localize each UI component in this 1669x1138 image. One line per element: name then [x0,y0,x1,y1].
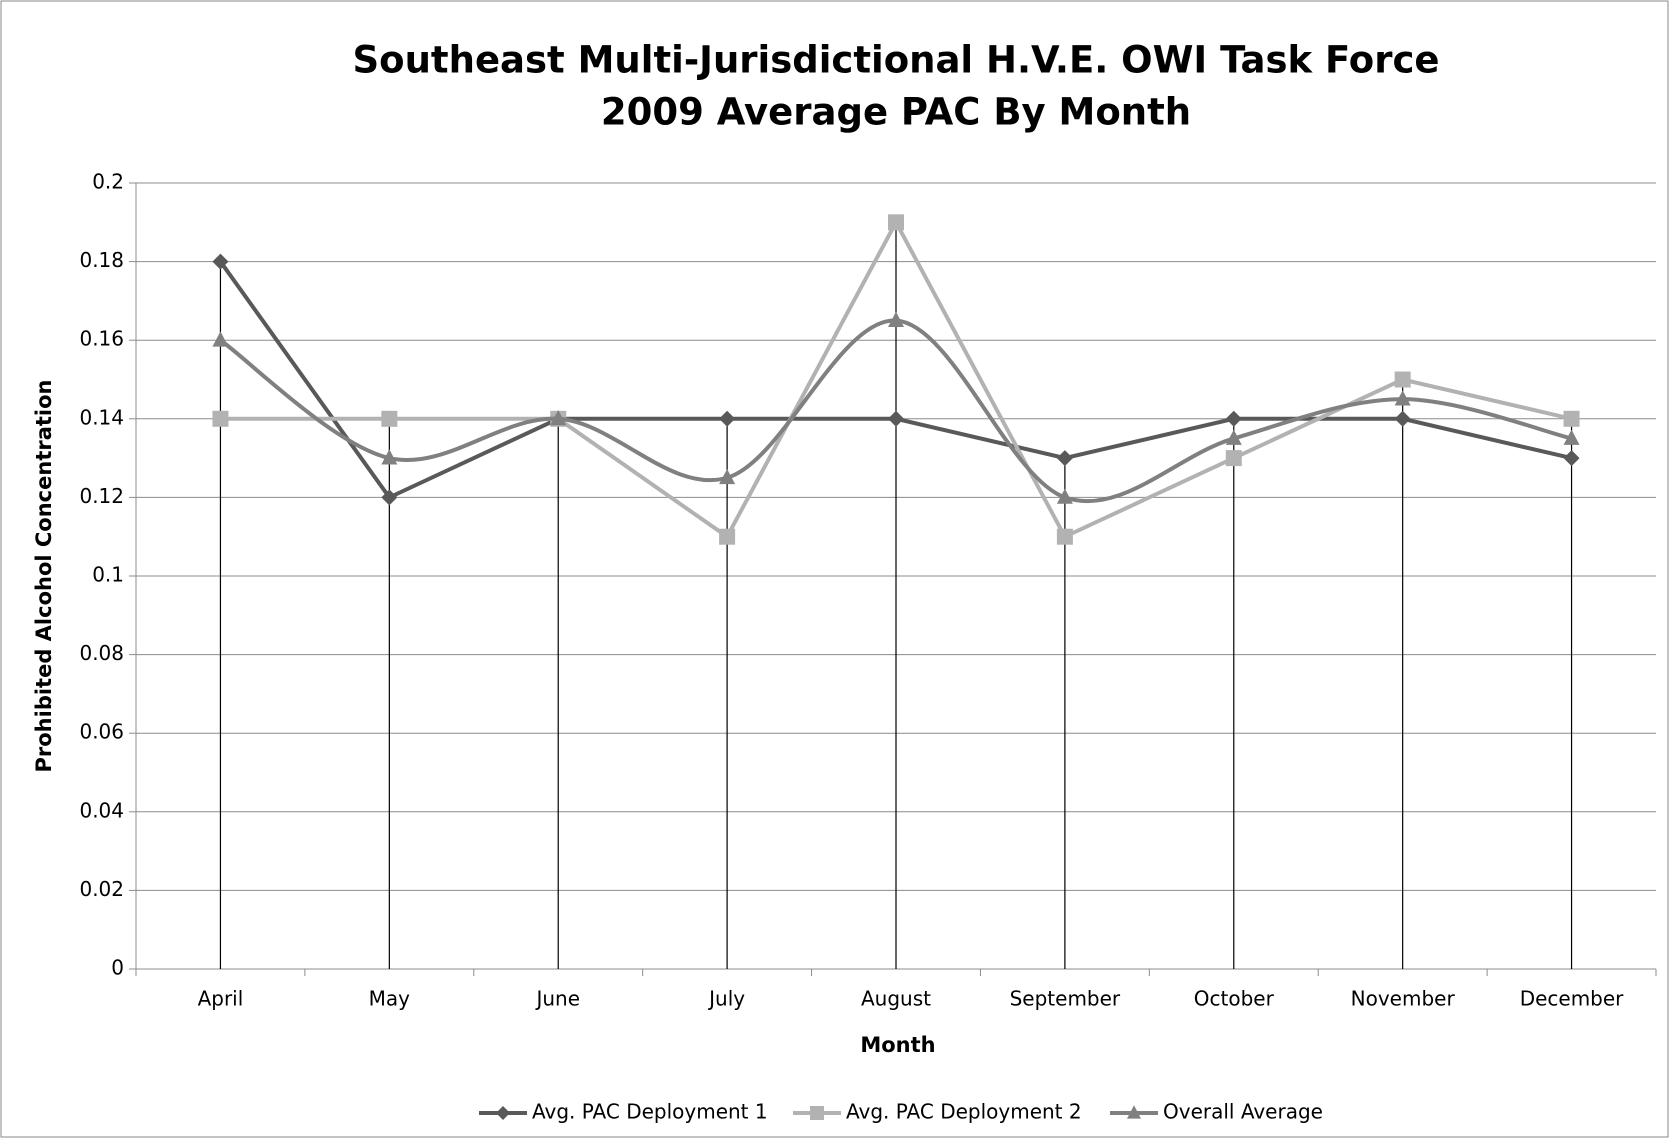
marker [1225,450,1242,467]
y-tick-label: 0.2 [92,170,124,194]
marker [1563,450,1580,467]
x-tick-label: November [1351,987,1456,1011]
marker [1056,450,1073,467]
marker [810,1106,824,1120]
legend-label: Overall Average [1163,1100,1323,1124]
y-tick-label: 0 [111,956,124,980]
chart-title: Southeast Multi-Jurisdictional H.V.E. OW… [353,39,1440,82]
marker [888,410,904,427]
legend-label: Avg. PAC Deployment 2 [846,1100,1082,1124]
marker [888,311,904,327]
x-axis-title: Month [860,1033,935,1057]
x-tick-label: June [534,987,580,1011]
marker [212,410,229,427]
marker [381,410,398,427]
marker [1225,410,1242,427]
y-axis-title: Prohibited Alcohol Concentration [32,379,56,772]
marker [212,331,229,347]
marker [1056,488,1073,504]
marker [1056,528,1073,545]
marker [719,410,736,427]
marker [1394,371,1411,388]
x-tick-label: September [1010,987,1121,1011]
marker [550,410,567,426]
marker [496,1106,510,1120]
y-tick-label: 0.08 [79,641,124,665]
marker [1127,1105,1141,1119]
y-tick-label: 0.16 [79,327,124,351]
marker [888,214,904,231]
x-tick-label: October [1194,987,1275,1011]
y-tick-label: 0.18 [79,248,124,272]
x-tick-label: April [198,987,244,1011]
y-tick-label: 0.12 [79,484,124,508]
x-tick-label: August [861,987,931,1011]
marker [719,528,736,545]
y-tick-label: 0.06 [79,720,124,744]
marker [1225,429,1242,445]
y-tick-label: 0.02 [79,877,124,901]
y-tick-label: 0.14 [79,405,124,429]
x-tick-label: July [707,987,745,1011]
marker [1394,390,1411,406]
y-tick-label: 0.1 [92,563,124,587]
marker [381,449,398,465]
marker [381,489,398,506]
marker [1563,429,1580,445]
marker [212,253,229,270]
x-tick-label: December [1520,987,1624,1011]
legend-label: Avg. PAC Deployment 1 [532,1100,768,1124]
marker [719,468,736,485]
marker [1563,410,1580,427]
x-tick-label: May [369,987,411,1011]
chart-subtitle: 2009 Average PAC By Month [601,91,1191,134]
y-tick-label: 0.04 [79,798,124,822]
marker [1394,410,1411,427]
